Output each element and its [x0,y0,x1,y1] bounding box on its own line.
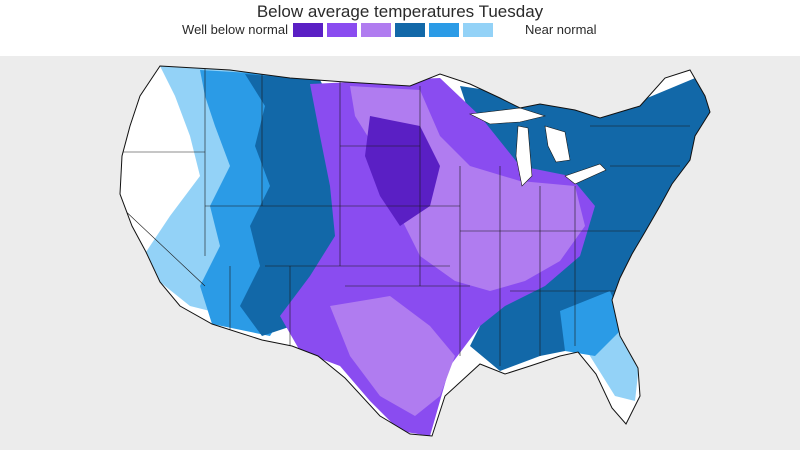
us-outline [119,65,711,437]
lake-michigan [515,125,533,187]
us-temperature-map [119,65,711,437]
legend-high-label: Near normal [525,22,597,37]
legend-swatch-2 [327,23,357,37]
legend-swatch-5 [429,23,459,37]
legend-swatch-well-below [293,23,323,37]
temperature-legend: Well below normal Near normal [0,21,800,39]
map-title: Below average temperatures Tuesday [256,2,544,21]
state-borders [120,66,690,366]
legend-swatch-3 [361,23,391,37]
map-header: Below average temperatures Tuesday Well … [0,0,800,56]
legend-low-label: Well below normal [182,22,288,37]
legend-swatch-4 [395,23,425,37]
region-lavender-texas [330,296,455,416]
region-deep-purple-core [365,116,440,226]
lake-huron [544,125,571,163]
region-blue-southeast [560,291,625,356]
lake-superior [468,107,547,125]
legend-swatch-near-normal [463,23,493,37]
great-lakes [468,107,607,187]
lake-erie [564,163,607,185]
